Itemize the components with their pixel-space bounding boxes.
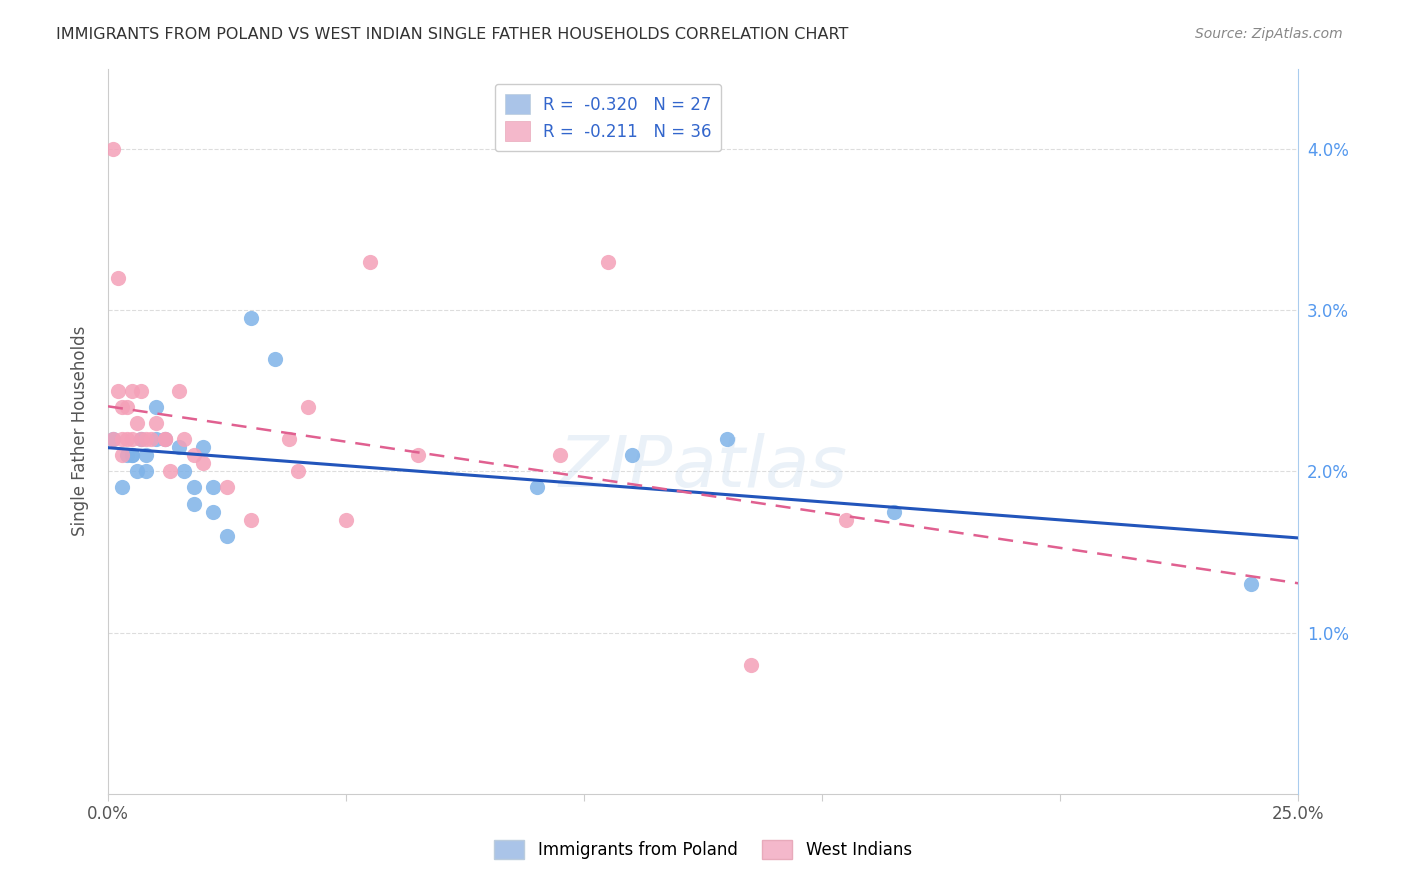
Point xyxy=(153,432,176,446)
Point xyxy=(263,351,285,366)
Y-axis label: Single Father Households: Single Father Households xyxy=(72,326,89,536)
Point xyxy=(550,448,572,462)
Point xyxy=(111,481,134,495)
Point xyxy=(107,271,129,285)
Point xyxy=(125,464,148,478)
Point xyxy=(139,432,162,446)
Point xyxy=(101,432,124,446)
Point xyxy=(215,529,238,543)
Point xyxy=(121,448,143,462)
Point xyxy=(173,432,195,446)
Point xyxy=(135,432,157,446)
Point xyxy=(169,440,191,454)
Point xyxy=(169,384,191,398)
Point xyxy=(297,400,319,414)
Point xyxy=(153,432,176,446)
Point xyxy=(145,400,167,414)
Point xyxy=(359,255,381,269)
Point xyxy=(111,432,134,446)
Point xyxy=(716,432,738,446)
Point xyxy=(121,448,143,462)
Point xyxy=(201,481,224,495)
Point xyxy=(131,432,153,446)
Point xyxy=(193,440,215,454)
Point xyxy=(135,464,157,478)
Point xyxy=(159,464,181,478)
Point xyxy=(883,505,905,519)
Point xyxy=(111,400,134,414)
Point xyxy=(183,448,205,462)
Legend: R =  -0.320   N = 27, R =  -0.211   N = 36: R = -0.320 N = 27, R = -0.211 N = 36 xyxy=(495,84,721,152)
Point xyxy=(121,384,143,398)
Point xyxy=(101,142,124,156)
Legend: Immigrants from Poland, West Indians: Immigrants from Poland, West Indians xyxy=(488,833,918,866)
Point xyxy=(115,400,138,414)
Text: IMMIGRANTS FROM POLAND VS WEST INDIAN SINGLE FATHER HOUSEHOLDS CORRELATION CHART: IMMIGRANTS FROM POLAND VS WEST INDIAN SI… xyxy=(56,27,849,42)
Point xyxy=(620,448,643,462)
Point xyxy=(239,311,262,326)
Point xyxy=(131,432,153,446)
Point xyxy=(201,505,224,519)
Point xyxy=(406,448,429,462)
Point xyxy=(287,464,309,478)
Point xyxy=(101,432,124,446)
Point xyxy=(145,432,167,446)
Point xyxy=(526,481,548,495)
Point xyxy=(145,416,167,430)
Text: Source: ZipAtlas.com: Source: ZipAtlas.com xyxy=(1195,27,1343,41)
Point xyxy=(278,432,301,446)
Point xyxy=(131,384,153,398)
Point xyxy=(107,384,129,398)
Point xyxy=(115,432,138,446)
Point xyxy=(193,456,215,470)
Point xyxy=(125,416,148,430)
Point xyxy=(153,432,176,446)
Point xyxy=(1240,577,1263,591)
Point xyxy=(183,497,205,511)
Point xyxy=(740,657,762,672)
Point xyxy=(239,513,262,527)
Point xyxy=(215,481,238,495)
Point xyxy=(111,448,134,462)
Point xyxy=(835,513,858,527)
Point xyxy=(335,513,357,527)
Point xyxy=(173,464,195,478)
Point xyxy=(115,448,138,462)
Text: ZIPatlas: ZIPatlas xyxy=(558,433,848,502)
Point xyxy=(135,448,157,462)
Point xyxy=(121,432,143,446)
Point xyxy=(183,481,205,495)
Point xyxy=(596,255,619,269)
